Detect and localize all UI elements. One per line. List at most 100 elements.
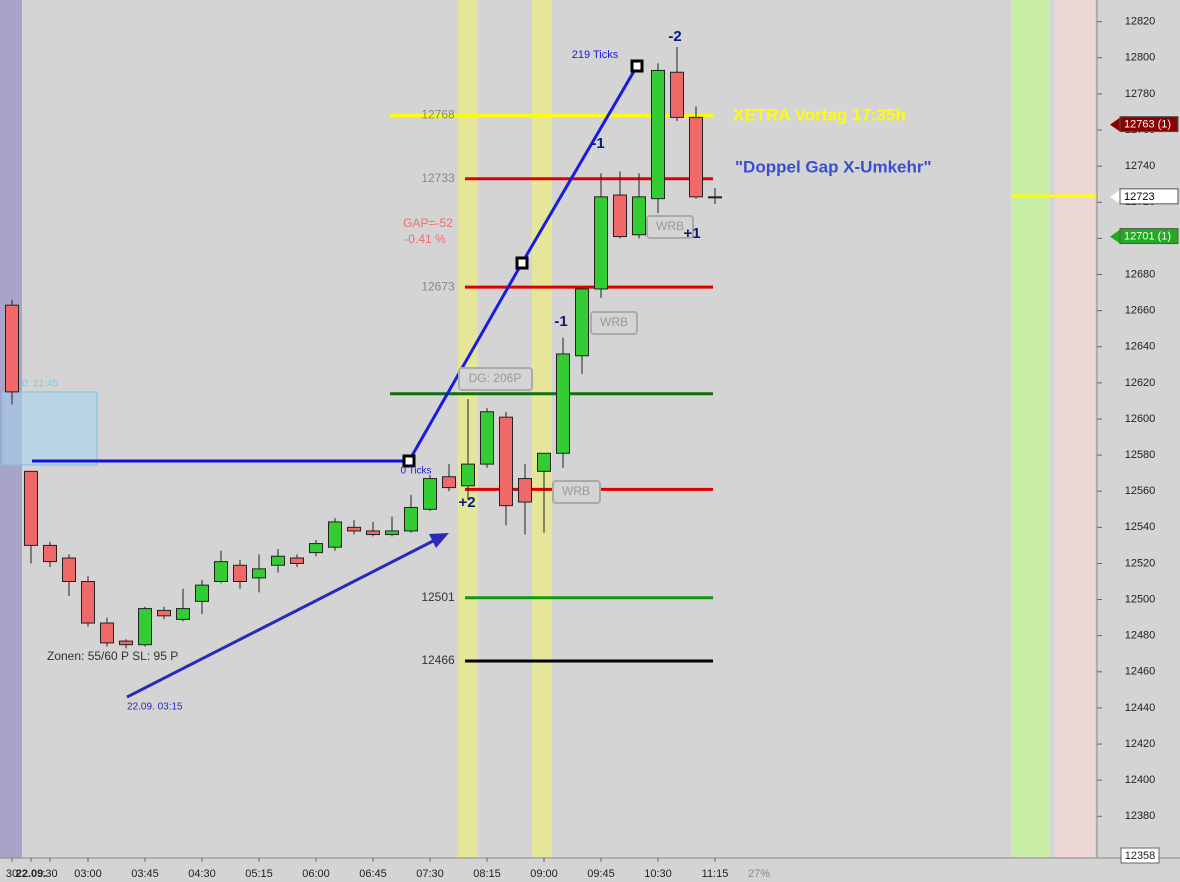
candle-body	[670, 71, 684, 118]
candle-body	[423, 478, 437, 510]
candle-body	[537, 452, 551, 472]
signal: -1	[591, 135, 604, 152]
annotation: 219 Ticks	[572, 49, 619, 61]
candle-body	[651, 69, 665, 200]
y-tick-label: 12640	[1125, 341, 1156, 353]
level-label: 12501	[421, 590, 455, 604]
level-label: 12768	[421, 108, 455, 122]
candle-body	[499, 416, 513, 507]
y-tick-label: 12500	[1125, 593, 1156, 605]
candle-body	[24, 470, 38, 546]
annotation: -0.41 %	[404, 232, 446, 246]
label-box	[590, 311, 638, 335]
candle-body	[575, 288, 589, 357]
price-marker	[1110, 117, 1120, 132]
anchor	[630, 59, 644, 73]
candle-body	[290, 557, 304, 564]
annotation: XETRA Vortag 17:35h	[733, 105, 906, 124]
arrow-head	[429, 533, 449, 548]
price-marker	[1110, 229, 1120, 244]
price-marker-label: 12763 (1)	[1124, 119, 1171, 131]
candle-body	[385, 530, 399, 536]
annotation: WRB	[600, 315, 628, 329]
price-marker-box	[1119, 228, 1179, 245]
price-marker-label: 12723	[1124, 191, 1155, 203]
y-tick-label: 12540	[1125, 521, 1156, 533]
candle-body	[81, 581, 95, 624]
candle-body	[594, 196, 608, 290]
candle-body	[442, 476, 456, 489]
candle-body	[328, 521, 342, 548]
zone-box	[1, 391, 98, 466]
x-tick-label: 30	[6, 868, 18, 880]
annotation: 0 Ticks	[400, 466, 431, 477]
annotation: "Doppel Gap X-Umkehr"	[735, 157, 932, 176]
x-tick-label: 07:30	[416, 868, 444, 880]
volume-panel	[1055, 0, 1095, 858]
annotation: DG: 206P	[469, 371, 522, 385]
x-tick-label: 11:15	[702, 868, 729, 880]
y-tick-label: 12660	[1125, 305, 1156, 317]
x-tick-label: :30	[42, 868, 57, 880]
annotation: WRB	[656, 219, 684, 233]
annotation: GAP=-52	[403, 216, 453, 230]
anchor	[515, 256, 529, 270]
axis-box	[1120, 847, 1160, 864]
y-tick-label: 12800	[1125, 52, 1156, 64]
x-tick-label: 10:30	[644, 868, 672, 880]
candle-body	[347, 526, 361, 532]
candle-body	[43, 544, 57, 563]
candle-body	[119, 640, 133, 646]
x-tick-label: 03:00	[74, 868, 102, 880]
plot: 12380 12400 12420 12440 12460 12480 12500 12520…	[5, 16, 1179, 880]
candle-body	[366, 530, 380, 536]
y-tick-label: 12560	[1125, 485, 1156, 497]
annotation: WRB	[562, 484, 590, 498]
y-tick-label: 12780	[1125, 88, 1156, 100]
candle-body	[5, 304, 19, 393]
candle-body	[252, 568, 266, 579]
candle-body	[195, 584, 209, 602]
y-tick-label: 12580	[1125, 449, 1156, 461]
anchor	[402, 454, 416, 468]
label-box	[646, 215, 694, 239]
x-tick-label: 06:45	[359, 868, 387, 880]
x-tick-label: 09:45	[587, 868, 615, 880]
y-tick-label: 12620	[1125, 377, 1156, 389]
candle-body	[480, 411, 494, 465]
y-tick-label: 12460	[1125, 666, 1156, 678]
candle-body	[271, 555, 285, 566]
x-tick-label: 09:00	[530, 868, 558, 880]
candle-body	[613, 194, 627, 238]
y-tick-label: 12740	[1125, 160, 1156, 172]
x-tick-label: 04:30	[188, 868, 216, 880]
candle-body	[233, 564, 247, 583]
price-marker-box	[1119, 188, 1179, 205]
candle-body	[632, 196, 646, 236]
y-tick-label: 12480	[1125, 630, 1156, 642]
y-tick-label: 12440	[1125, 702, 1156, 714]
candle-body	[157, 609, 171, 617]
label-box	[458, 367, 533, 391]
candle-body	[100, 622, 114, 644]
volume-panel	[1011, 0, 1050, 858]
candle-body	[404, 506, 418, 532]
annotation: 0: 21:45	[22, 379, 59, 390]
level-label: 12466	[421, 653, 455, 667]
annotation: Zonen: 55/60 P SL: 95 P	[47, 649, 178, 663]
label-box	[552, 480, 601, 504]
y-tick-label: 12380	[1125, 810, 1156, 822]
candle-body	[461, 463, 475, 487]
price-marker	[1110, 189, 1120, 204]
highlight-band	[532, 0, 552, 858]
x-tick-label: 05:15	[245, 868, 273, 880]
annotation: 22.09. 03:15	[127, 702, 183, 713]
candle-body	[62, 557, 76, 583]
price-marker-label: 12701 (1)	[1124, 230, 1171, 242]
price-marker-box	[1119, 116, 1179, 133]
candle-body	[689, 116, 703, 198]
x-tick-label: 22.09.	[16, 868, 47, 880]
x-tick-label: 06:00	[302, 868, 330, 880]
